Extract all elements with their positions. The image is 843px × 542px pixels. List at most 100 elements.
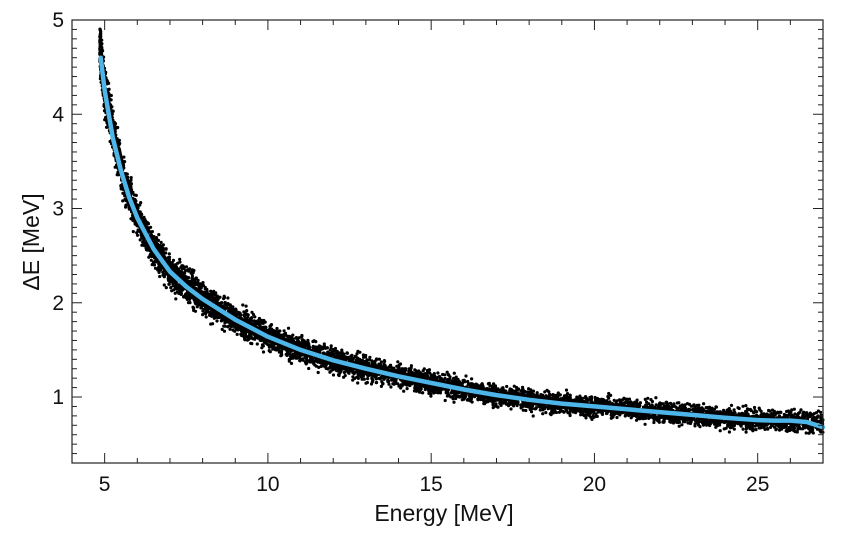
scatter-point <box>789 410 793 414</box>
scatter-point <box>710 406 714 410</box>
scatter-point <box>397 363 401 367</box>
scatter-point <box>157 233 161 237</box>
scatter-point <box>314 340 318 344</box>
scatter-point <box>697 423 701 427</box>
scatter-point <box>282 329 286 333</box>
scatter-point <box>649 398 653 402</box>
scatter-point <box>686 421 690 425</box>
scatter-point <box>744 430 748 434</box>
scatter-point <box>298 359 302 363</box>
scatter-point <box>516 391 520 395</box>
scatter-point <box>708 423 712 428</box>
scatter-point <box>161 243 165 247</box>
scatter-point <box>201 313 205 317</box>
scatter-point <box>594 412 598 416</box>
scatter-point <box>184 265 189 269</box>
scatter-point <box>218 295 222 299</box>
scatter-point <box>615 399 619 403</box>
scatter-point <box>541 412 545 416</box>
scatter-point <box>441 372 445 377</box>
scatter-point <box>306 338 310 342</box>
scatter-point <box>316 370 320 375</box>
scatter-point <box>311 339 315 344</box>
scatter-point <box>322 351 326 355</box>
scatter-point <box>661 402 665 406</box>
scatter-point <box>472 394 476 398</box>
scatter-point <box>167 252 171 256</box>
scatter-point <box>406 380 410 384</box>
scatter-point <box>445 370 449 374</box>
scatter-point <box>355 352 359 356</box>
scatter-point <box>499 403 503 407</box>
scatter-point <box>158 274 162 279</box>
scatter-point <box>191 305 195 309</box>
scatter-point <box>751 429 755 433</box>
scatter-point <box>241 303 245 307</box>
scatter-point <box>245 338 250 342</box>
scatter-point <box>129 217 133 221</box>
scatter-point <box>409 366 413 370</box>
scatter-point <box>156 238 160 242</box>
scatter-point <box>149 225 153 229</box>
scatter-point <box>773 412 777 416</box>
scatter-point <box>122 155 126 159</box>
scatter-point <box>460 381 464 385</box>
scatter-point <box>386 379 390 383</box>
scatter-point <box>427 368 431 372</box>
scatter-point <box>643 422 647 426</box>
scatter-point <box>226 296 230 300</box>
scatter-point <box>557 410 561 414</box>
scatter-point <box>193 309 198 313</box>
scatter-point <box>255 342 259 346</box>
scatter-point <box>333 355 337 359</box>
scatter-point <box>447 373 451 377</box>
scatter-point <box>140 243 144 247</box>
scatter-point <box>179 291 183 295</box>
scatter-point <box>188 297 192 301</box>
scatter-point <box>364 381 368 385</box>
scatter-point <box>222 329 227 333</box>
scatter-point <box>819 430 823 434</box>
scatter-point <box>680 423 684 427</box>
scatter-point <box>328 348 332 352</box>
scatter-point <box>164 251 168 255</box>
scatter-point <box>776 410 780 414</box>
scatter-point <box>316 345 320 349</box>
scatter-point <box>349 354 353 358</box>
scatter-point <box>142 215 146 219</box>
scatter-point <box>748 407 753 412</box>
scatter-point <box>524 408 528 413</box>
scatter-point <box>677 424 681 428</box>
scatter-point <box>322 342 326 346</box>
scatter-point <box>436 391 440 395</box>
scatter-point <box>732 427 736 431</box>
scatter-point <box>135 231 139 235</box>
scatter-point <box>722 408 726 412</box>
scatter-point <box>729 403 734 407</box>
scatter-point <box>564 388 569 392</box>
scatter-point <box>127 206 131 210</box>
scatter-point <box>490 384 494 388</box>
scatter-point <box>289 361 294 365</box>
scatter-point <box>678 406 683 410</box>
scatter-point <box>154 260 158 264</box>
scatter-point <box>220 327 224 331</box>
scatter-point <box>329 344 333 348</box>
scatter-point <box>562 410 566 414</box>
scatter-point <box>177 283 181 287</box>
scatter-point <box>228 327 232 331</box>
scatter-point <box>491 403 495 407</box>
scatter-point <box>297 336 301 340</box>
scatter-point <box>345 351 349 355</box>
scatter-point <box>754 428 758 432</box>
scatter-point <box>338 371 342 375</box>
scatter-point <box>175 290 179 294</box>
scatter-point <box>343 374 347 378</box>
scatter-point <box>793 412 797 416</box>
scatter-point <box>391 382 395 386</box>
scatter-point <box>377 357 381 361</box>
scatter-point <box>223 300 227 305</box>
scatter-point <box>593 395 597 400</box>
scatter-point <box>337 364 341 368</box>
scatter-point <box>427 371 431 375</box>
